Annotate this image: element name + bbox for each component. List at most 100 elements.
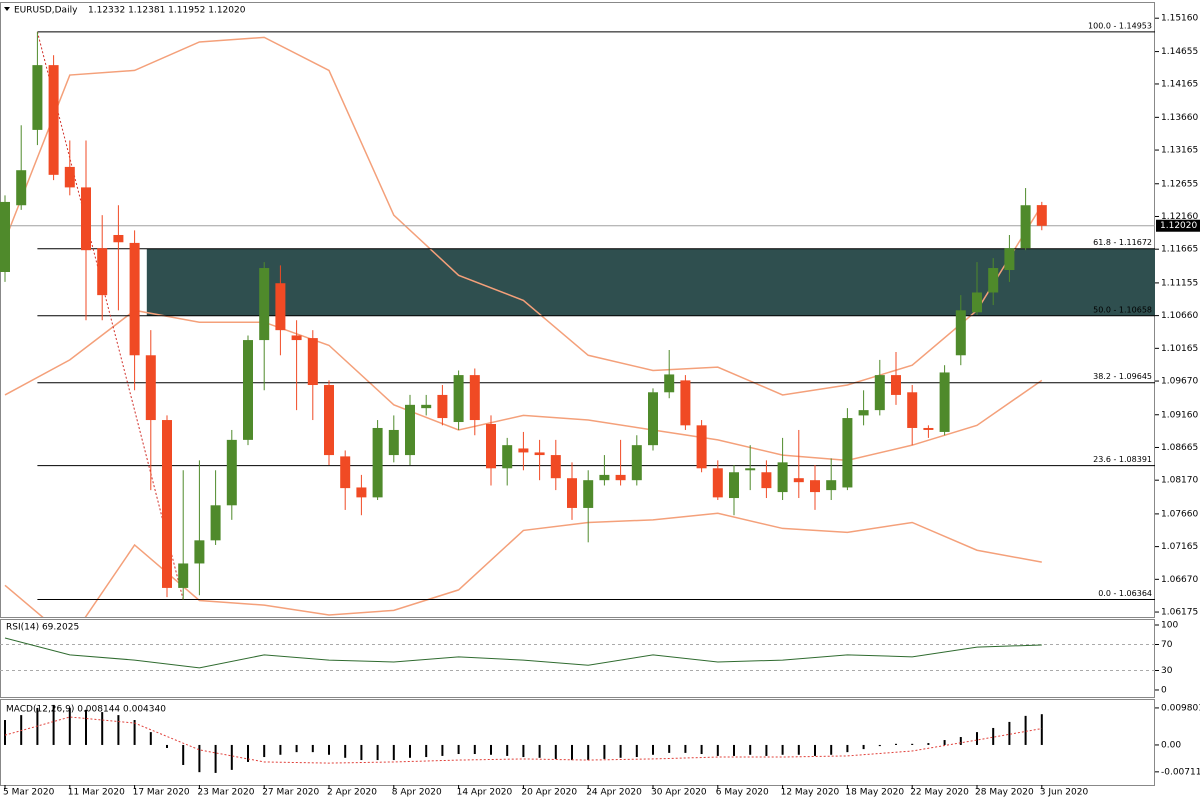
macd-bar (473, 744, 476, 755)
x-tick-label: 5 Mar 2020 (3, 788, 55, 798)
panel-title: RSI(14) 69.2025 (6, 623, 79, 633)
candle-body (891, 375, 901, 395)
candle-body (907, 392, 918, 428)
macd-bar (20, 715, 23, 745)
macd-bar (895, 743, 897, 745)
y-tick-label: 30 (1161, 666, 1173, 676)
macd-bar (830, 744, 833, 755)
macd-bar (862, 744, 865, 750)
x-tick-label: 23 Mar 2020 (197, 788, 254, 798)
y-tick-label: 1.13165 (1161, 146, 1198, 156)
macd-bar (1040, 714, 1043, 745)
candle-body (162, 420, 172, 588)
candle-body (129, 242, 140, 356)
candle-body (64, 166, 75, 188)
y-tick-label: 1.14655 (1161, 47, 1198, 57)
candle-body (453, 375, 464, 423)
macd-bar (101, 712, 104, 745)
macd-bar (943, 740, 946, 745)
candle-body (842, 418, 853, 488)
candle-body (810, 480, 820, 493)
candle-body (1004, 248, 1015, 271)
y-tick-label: 0 (1161, 685, 1167, 695)
y-tick-label: 1.12655 (1161, 179, 1198, 189)
macd-bar (635, 744, 638, 758)
candle-body (356, 487, 367, 498)
macd-bar (878, 744, 881, 747)
macd-bar (749, 744, 752, 755)
y-tick-label: -0.007118 (1161, 767, 1200, 777)
fib-label: 61.8 - 1.11672 (1093, 238, 1152, 247)
candle-body (275, 283, 286, 331)
macd-bar (927, 743, 930, 745)
candle-body (372, 427, 383, 498)
macd-bar (441, 744, 444, 756)
macd-bar (554, 744, 557, 759)
macd-panel (0, 699, 1155, 786)
macd-bar (603, 744, 606, 759)
macd-bar (133, 720, 136, 745)
candle-body (583, 480, 594, 508)
candle-body (48, 65, 59, 175)
candle-body (745, 468, 756, 471)
macd-bar (425, 744, 428, 758)
candle-body (777, 462, 788, 493)
candle-body (550, 455, 561, 479)
macd-bar (295, 744, 298, 753)
macd-bar (360, 744, 363, 761)
menu-icon[interactable] (4, 7, 10, 11)
rsi-panel (0, 619, 1155, 698)
candle-body (923, 427, 934, 430)
candle-body (696, 425, 707, 469)
y-tick-label: 1.08170 (1161, 476, 1198, 486)
macd-bar (52, 704, 55, 745)
macd-bar (781, 744, 784, 755)
x-tick-label: 22 May 2020 (910, 788, 969, 798)
macd-bar (311, 744, 314, 753)
y-tick-label: 70 (1161, 640, 1173, 650)
macd-bar (490, 744, 492, 755)
x-tick-label: 3 Jun 2020 (1040, 788, 1089, 798)
candle-body (939, 372, 950, 432)
candle-body (518, 448, 529, 453)
candle-body (421, 404, 432, 409)
macd-bar (619, 744, 622, 758)
candle-body (340, 456, 351, 489)
y-tick-label: 1.12160 (1161, 212, 1198, 222)
candle-body (648, 392, 658, 446)
candle-body (178, 563, 189, 588)
y-tick-label: 1.06670 (1161, 575, 1198, 585)
band-lower (4, 512, 1042, 617)
macd-bar (230, 744, 233, 770)
macd-bar (587, 744, 590, 761)
x-tick-label: 27 Mar 2020 (262, 788, 319, 798)
macd-bar (4, 720, 6, 745)
y-tick-label: 1.11155 (1161, 278, 1198, 288)
candle-body (534, 452, 545, 456)
y-tick-label: 1.09670 (1161, 377, 1198, 387)
candle-body (405, 404, 415, 456)
x-tick-label: 14 Apr 2020 (457, 788, 513, 798)
macd-bar (506, 744, 509, 756)
price-plot (0, 31, 1155, 617)
rsi-plot (0, 637, 1155, 671)
macd-bar (68, 707, 71, 745)
candle-body (712, 468, 723, 498)
macd-bar (149, 732, 152, 745)
candle-body (210, 505, 221, 541)
candle-body (307, 338, 318, 386)
y-tick-label: 1.14165 (1161, 79, 1198, 89)
y-tick-label: 1.07165 (1161, 542, 1198, 552)
candle-body (259, 268, 270, 341)
fib-label: 23.6 - 1.08391 (1093, 455, 1152, 464)
candle-body (858, 410, 869, 416)
macd-bar (344, 744, 347, 758)
macd-bar (409, 744, 411, 758)
candle-body (761, 472, 772, 489)
candle-body (113, 234, 124, 243)
macd-bar (571, 744, 573, 761)
fib-label: 0.0 - 1.06364 (1098, 589, 1152, 598)
candle-body (81, 187, 91, 251)
